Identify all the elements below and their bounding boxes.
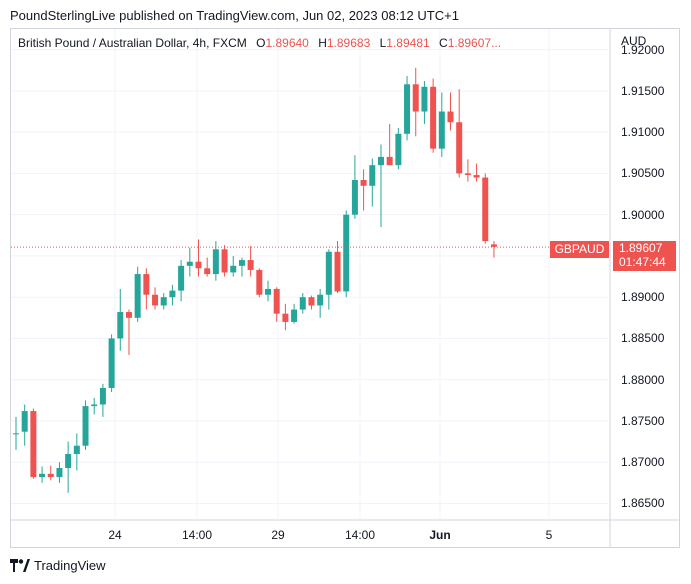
price-tick-label: 1.87500 — [621, 413, 665, 428]
price-tick-label: 1.90000 — [621, 207, 665, 222]
tradingview-logo-icon — [10, 558, 30, 572]
candle-body[interactable] — [13, 433, 19, 435]
time-tick-label: 14:00 — [344, 528, 376, 542]
ohlc-legend: British Pound / Australian Dollar, 4h, F… — [18, 36, 501, 50]
price-tick-label: 1.86500 — [621, 496, 665, 511]
candle-body[interactable] — [99, 387, 106, 405]
candle-body[interactable] — [265, 288, 272, 295]
chart-frame — [10, 28, 680, 548]
last-price-value: 1.89607 — [619, 241, 663, 255]
candle-body[interactable] — [395, 133, 402, 166]
close-label: C — [439, 36, 448, 50]
candle-body[interactable] — [464, 173, 471, 176]
candle-body[interactable] — [256, 269, 263, 295]
candle-body[interactable] — [299, 297, 306, 310]
candle-body[interactable] — [47, 473, 54, 478]
candle-body[interactable] — [186, 261, 193, 266]
candle-body[interactable] — [360, 180, 367, 186]
candle-body[interactable] — [212, 249, 219, 275]
candle-body[interactable] — [447, 111, 454, 123]
publisher-header: PoundSterlingLive published on TradingVi… — [10, 8, 459, 23]
candle-body[interactable] — [91, 404, 98, 407]
high-value: 1.89683 — [326, 36, 371, 50]
high-label: H — [318, 36, 327, 50]
price-tick-label: 1.89000 — [621, 290, 665, 305]
candle-body[interactable] — [377, 156, 384, 166]
candle-body[interactable] — [430, 86, 437, 149]
price-tick-label: 1.90500 — [621, 166, 665, 181]
candle-body[interactable] — [134, 274, 141, 318]
footer-branding[interactable]: TradingView — [10, 558, 106, 573]
candle-body[interactable] — [369, 165, 376, 186]
candle-body[interactable] — [108, 338, 115, 388]
candle-body[interactable] — [247, 260, 254, 270]
open-label: O — [256, 36, 266, 50]
candle-body[interactable] — [421, 86, 428, 112]
bar-countdown: 01:47:44 — [619, 255, 666, 269]
candle-body[interactable] — [317, 294, 324, 306]
symbol-title[interactable]: British Pound / Australian Dollar, 4h, F… — [18, 36, 247, 50]
low-value: 1.89481 — [386, 36, 430, 50]
tradingview-brand: TradingView — [34, 558, 106, 573]
low-label: L — [379, 36, 387, 50]
price-tick-label: 1.87000 — [621, 455, 665, 470]
price-tick-label: 1.91500 — [621, 83, 665, 98]
candle-body[interactable] — [404, 84, 411, 134]
candle-body[interactable] — [343, 214, 350, 292]
close-value: 1.89607... — [447, 36, 502, 50]
time-tick-label: Jun — [429, 528, 451, 542]
candle-body[interactable] — [438, 111, 445, 149]
candle-body[interactable] — [386, 156, 393, 166]
candle-body[interactable] — [282, 313, 289, 322]
price-tick-label: 1.91000 — [621, 125, 665, 140]
time-tick-label: 5 — [545, 528, 553, 542]
last-price-tag: 1.89607 01:47:44 — [613, 241, 676, 271]
candle-body[interactable] — [221, 249, 228, 273]
candle-body[interactable] — [21, 411, 28, 432]
candle-body[interactable] — [160, 297, 167, 306]
candle-body[interactable] — [65, 453, 72, 469]
candle-body[interactable] — [82, 406, 89, 446]
candle-body[interactable] — [143, 274, 150, 295]
candle-body[interactable] — [73, 445, 80, 454]
candle-body[interactable] — [482, 177, 489, 242]
time-tick-label: 14:00 — [181, 528, 213, 542]
candle-body[interactable] — [117, 312, 124, 339]
candle-body[interactable] — [30, 411, 37, 478]
symbol-price-tag: GBPAUD — [550, 241, 609, 258]
candle-body[interactable] — [412, 84, 419, 112]
candle-body[interactable] — [334, 251, 341, 292]
price-tick-label: 1.92000 — [621, 42, 665, 57]
candle-body[interactable] — [195, 261, 202, 269]
candle-body[interactable] — [473, 175, 480, 178]
candle-body[interactable] — [456, 122, 463, 174]
candle-body[interactable] — [230, 265, 237, 273]
candle-body[interactable] — [351, 180, 358, 215]
candle-body[interactable] — [169, 290, 176, 298]
candle-body[interactable] — [238, 260, 245, 266]
candle-body[interactable] — [308, 297, 315, 306]
candle-body[interactable] — [490, 244, 497, 247]
candle-body[interactable] — [125, 312, 132, 318]
price-axis-unit[interactable]: AUD — [621, 34, 647, 48]
candle-body[interactable] — [204, 268, 211, 275]
candle-body[interactable] — [178, 265, 185, 291]
candle-body[interactable] — [325, 251, 332, 295]
time-tick-label: 29 — [271, 528, 285, 542]
candle-body[interactable] — [291, 309, 298, 322]
open-value: 1.89640 — [265, 36, 309, 50]
time-tick-label: 24 — [108, 528, 122, 542]
candle-body[interactable] — [39, 473, 46, 478]
price-tick-label: 1.88500 — [621, 331, 665, 346]
candle-body[interactable] — [152, 294, 159, 306]
price-tick-label: 1.88000 — [621, 372, 665, 387]
candle-body[interactable] — [56, 468, 63, 478]
candle-body[interactable] — [273, 288, 280, 314]
